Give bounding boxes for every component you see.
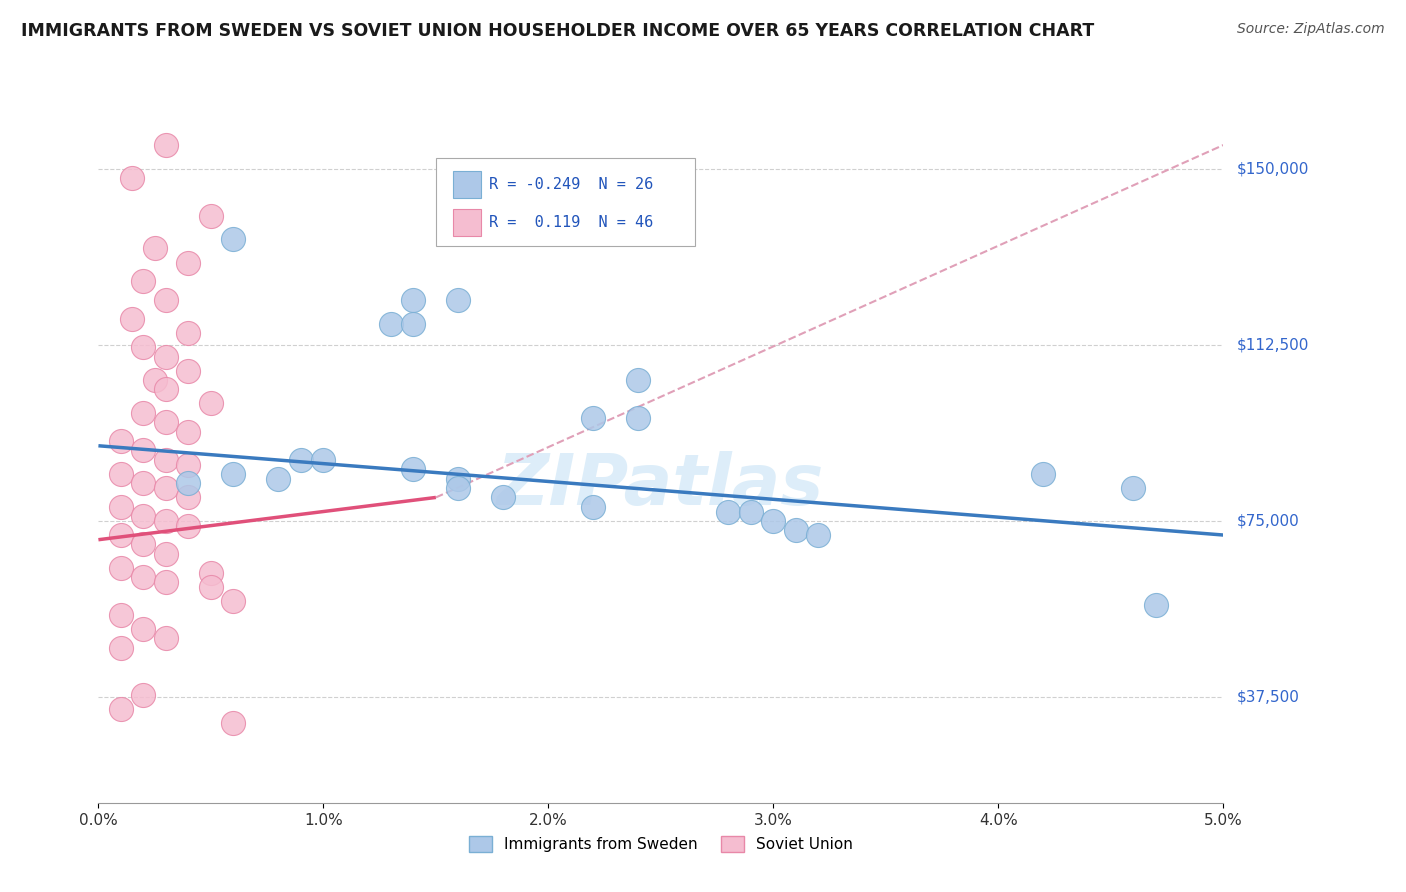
Point xyxy=(582,500,605,514)
Point xyxy=(222,594,245,608)
Point xyxy=(155,632,177,646)
Text: $150,000: $150,000 xyxy=(1237,161,1309,176)
Point xyxy=(155,547,177,561)
Point xyxy=(447,293,470,307)
Point xyxy=(155,481,177,495)
Point xyxy=(627,410,650,425)
Point xyxy=(110,467,132,481)
Bar xyxy=(453,209,481,235)
Text: $75,000: $75,000 xyxy=(1237,514,1301,528)
Point xyxy=(200,566,222,580)
Point xyxy=(155,514,177,528)
Point xyxy=(155,453,177,467)
Point xyxy=(492,491,515,505)
Text: $37,500: $37,500 xyxy=(1237,690,1301,705)
Text: R = -0.249  N = 26: R = -0.249 N = 26 xyxy=(489,177,652,192)
Point xyxy=(132,509,155,524)
Point xyxy=(155,293,177,307)
Point xyxy=(1032,467,1054,481)
Text: $112,500: $112,500 xyxy=(1237,337,1309,352)
Point xyxy=(132,476,155,491)
Text: IMMIGRANTS FROM SWEDEN VS SOVIET UNION HOUSEHOLDER INCOME OVER 65 YEARS CORRELAT: IMMIGRANTS FROM SWEDEN VS SOVIET UNION H… xyxy=(21,22,1094,40)
Point xyxy=(1144,599,1167,613)
Point xyxy=(807,528,830,542)
Point xyxy=(200,580,222,594)
Text: R =  0.119  N = 46: R = 0.119 N = 46 xyxy=(489,215,652,230)
Bar xyxy=(453,171,481,198)
Point xyxy=(177,518,200,533)
Point xyxy=(177,458,200,472)
Text: ZIPatlas: ZIPatlas xyxy=(498,451,824,520)
Point xyxy=(447,472,470,486)
Point xyxy=(177,363,200,377)
Point xyxy=(132,406,155,420)
Point xyxy=(177,255,200,269)
Point xyxy=(155,383,177,397)
Point xyxy=(132,537,155,551)
FancyBboxPatch shape xyxy=(436,158,695,246)
Point xyxy=(380,317,402,331)
Text: Source: ZipAtlas.com: Source: ZipAtlas.com xyxy=(1237,22,1385,37)
Point xyxy=(132,340,155,354)
Point xyxy=(110,607,132,622)
Point xyxy=(155,574,177,589)
Point xyxy=(110,640,132,655)
Point xyxy=(177,476,200,491)
Point xyxy=(402,293,425,307)
Point xyxy=(143,373,166,387)
Point xyxy=(177,425,200,439)
Point xyxy=(627,373,650,387)
Point xyxy=(447,481,470,495)
Point xyxy=(200,209,222,223)
Point xyxy=(132,570,155,584)
Point xyxy=(132,274,155,288)
Point xyxy=(402,317,425,331)
Point xyxy=(132,622,155,636)
Point xyxy=(110,500,132,514)
Point xyxy=(110,528,132,542)
Point xyxy=(222,232,245,246)
Point xyxy=(155,350,177,364)
Point xyxy=(762,514,785,528)
Point xyxy=(312,453,335,467)
Point xyxy=(155,415,177,429)
Point xyxy=(110,702,132,716)
Point xyxy=(132,443,155,458)
Point xyxy=(222,467,245,481)
Point xyxy=(110,434,132,448)
Point xyxy=(402,462,425,476)
Point xyxy=(290,453,312,467)
Point xyxy=(143,242,166,256)
Point xyxy=(132,688,155,702)
Point xyxy=(121,171,143,186)
Point xyxy=(582,410,605,425)
Point xyxy=(155,138,177,153)
Point xyxy=(121,312,143,326)
Point xyxy=(785,524,807,538)
Point xyxy=(200,396,222,410)
Point xyxy=(717,504,740,518)
Point xyxy=(177,326,200,340)
Point xyxy=(267,472,290,486)
Point xyxy=(222,715,245,730)
Point xyxy=(1122,481,1144,495)
Point xyxy=(177,491,200,505)
Point xyxy=(740,504,762,518)
Legend: Immigrants from Sweden, Soviet Union: Immigrants from Sweden, Soviet Union xyxy=(463,830,859,859)
Point xyxy=(110,561,132,575)
